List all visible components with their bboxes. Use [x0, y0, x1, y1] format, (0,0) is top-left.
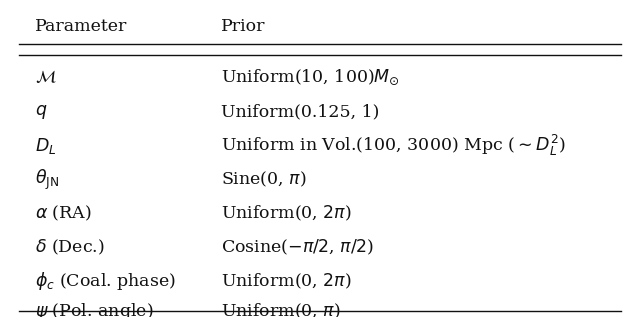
Text: Uniform in Vol.(100, 3000) Mpc ($\sim D_L^2$): Uniform in Vol.(100, 3000) Mpc ($\sim D_… — [221, 133, 566, 158]
Text: $D_L$: $D_L$ — [35, 135, 56, 156]
Text: Uniform(0.125, 1): Uniform(0.125, 1) — [221, 103, 379, 120]
Text: Uniform(10, 100)$M_{\odot}$: Uniform(10, 100)$M_{\odot}$ — [221, 68, 400, 87]
Text: $\alpha$ (RA): $\alpha$ (RA) — [35, 204, 92, 223]
Text: $\psi$ (Pol. angle): $\psi$ (Pol. angle) — [35, 301, 154, 317]
Text: $\theta_{\rm JN}$: $\theta_{\rm JN}$ — [35, 167, 60, 191]
Text: $\phi_c$ (Coal. phase): $\phi_c$ (Coal. phase) — [35, 270, 176, 292]
Text: Parameter: Parameter — [35, 18, 127, 36]
Text: $q$: $q$ — [35, 103, 47, 120]
Text: $\delta$ (Dec.): $\delta$ (Dec.) — [35, 238, 105, 257]
Text: $\mathcal{M}$: $\mathcal{M}$ — [35, 69, 57, 86]
Text: Uniform(0, $2\pi$): Uniform(0, $2\pi$) — [221, 204, 351, 223]
Text: Prior: Prior — [221, 18, 266, 36]
Text: Uniform(0, $2\pi$): Uniform(0, $2\pi$) — [221, 272, 351, 291]
Text: Sine(0, $\pi$): Sine(0, $\pi$) — [221, 170, 307, 189]
Text: Uniform(0, $\pi$): Uniform(0, $\pi$) — [221, 302, 340, 317]
Text: Cosine($-\pi/2$, $\pi/2$): Cosine($-\pi/2$, $\pi/2$) — [221, 238, 374, 257]
